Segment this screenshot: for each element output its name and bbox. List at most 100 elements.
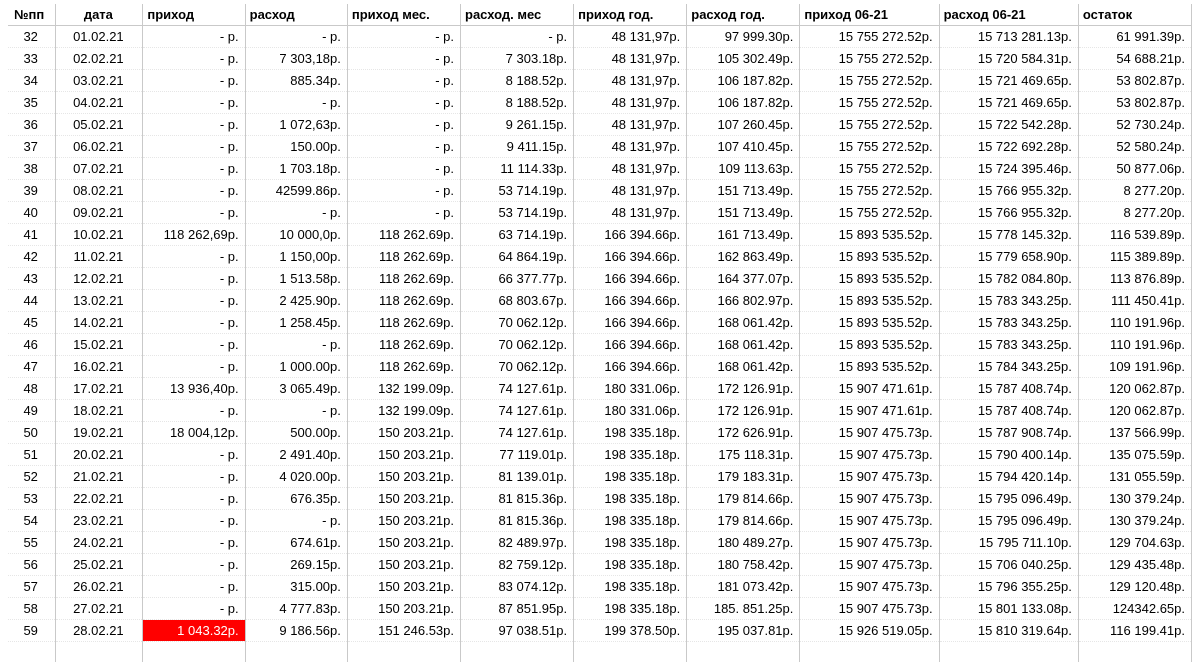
table-row: 4312.02.21- р.1 513.58р.118 262.69р.66 3…	[8, 268, 1192, 290]
cell-npp: 47	[8, 356, 56, 378]
table-row: 3706.02.21- р.150.00р.- р.9 411.15р.48 1…	[8, 136, 1192, 158]
cell-income_y: 166 394.66р.	[574, 312, 687, 334]
cell-income_0621: 15 755 272.52р.	[800, 70, 939, 92]
cell-date: 07.02.21	[56, 158, 143, 180]
cell-income_0621: 15 893 535.52р.	[800, 268, 939, 290]
col-header-income_0621: приход 06-21	[800, 4, 939, 26]
cell-npp: 41	[8, 224, 56, 246]
cell-balance: 116 199.41р.	[1078, 620, 1191, 642]
cell-income_m: 150 203.21р.	[347, 532, 460, 554]
cell-expense_0621: 15 713 281.13р.	[939, 26, 1078, 48]
cell-income_0621: 15 893 535.52р.	[800, 290, 939, 312]
cell-income_m: - р.	[347, 136, 460, 158]
table-row: 3403.02.21- р.885.34р.- р.8 188.52р.48 1…	[8, 70, 1192, 92]
col-header-npp: №пп	[8, 4, 56, 26]
cell-expense_0621: 15 706 040.25р.	[939, 554, 1078, 576]
cell-income: - р.	[143, 444, 245, 466]
cell-balance: 110 191.96р.	[1078, 312, 1191, 334]
table-row: 5524.02.21- р.674.61р.150 203.21р.82 489…	[8, 532, 1192, 554]
cell-expense_0621: 15 794 420.14р.	[939, 466, 1078, 488]
cell-income_y: 166 394.66р.	[574, 246, 687, 268]
cell-expense_0621: 15 720 584.31р.	[939, 48, 1078, 70]
cell-income: - р.	[143, 576, 245, 598]
table-row: 4615.02.21- р.- р.118 262.69р.70 062.12р…	[8, 334, 1192, 356]
cell-expense_m: 74 127.61р.	[461, 400, 574, 422]
cell-expense: - р.	[245, 334, 347, 356]
cell-income_0621: 15 893 535.52р.	[800, 356, 939, 378]
cell-balance: 120 062.87р.	[1078, 400, 1191, 422]
cell-income_y: 180 331.06р.	[574, 378, 687, 400]
cell-expense_y: 168 061.42р.	[687, 356, 800, 378]
cell-expense: 676.35р.	[245, 488, 347, 510]
cell-date: 27.02.21	[56, 598, 143, 620]
cell-expense_y: 106 187.82р.	[687, 92, 800, 114]
cell-expense: - р.	[245, 26, 347, 48]
col-header-balance: остаток	[1078, 4, 1191, 26]
table-row: 5827.02.21- р.4 777.83р.150 203.21р.87 8…	[8, 598, 1192, 620]
cell-income_0621: 15 907 475.73р.	[800, 532, 939, 554]
cell-expense: 9 186.56р.	[245, 620, 347, 642]
cell-date: 08.02.21	[56, 180, 143, 202]
cell-npp: 35	[8, 92, 56, 114]
cell-expense_0621: 15 810 319.64р.	[939, 620, 1078, 642]
cell-income_m: - р.	[347, 180, 460, 202]
cell-expense: 42599.86р.	[245, 180, 347, 202]
cell-income_0621: 15 755 272.52р.	[800, 26, 939, 48]
cell-npp: 34	[8, 70, 56, 92]
cell-income: 18 004,12р.	[143, 422, 245, 444]
cell-income_y: 48 131,97р.	[574, 92, 687, 114]
cell-income_0621: 15 755 272.52р.	[800, 92, 939, 114]
cell-expense_m: 66 377.77р.	[461, 268, 574, 290]
cell-income: - р.	[143, 48, 245, 70]
cell-expense_y: 107 410.45р.	[687, 136, 800, 158]
cell-expense_m: 82 489.97р.	[461, 532, 574, 554]
cell-expense_y: 151 713.49р.	[687, 180, 800, 202]
cell-expense_m: 8 188.52р.	[461, 92, 574, 114]
cell-date: 13.02.21	[56, 290, 143, 312]
table-row: 4918.02.21- р.- р.132 199.09р.74 127.61р…	[8, 400, 1192, 422]
cell-balance: 8 277.20р.	[1078, 180, 1191, 202]
cell-income: - р.	[143, 510, 245, 532]
cell-expense_0621: 15 778 145.32р.	[939, 224, 1078, 246]
cell-date: 20.02.21	[56, 444, 143, 466]
cell-income: - р.	[143, 532, 245, 554]
cell-balance: 115 389.89р.	[1078, 246, 1191, 268]
cell-income_y: 48 131,97р.	[574, 180, 687, 202]
cell-income: - р.	[143, 114, 245, 136]
cell-balance: 120 062.87р.	[1078, 378, 1191, 400]
cell-expense_m: 81 815.36р.	[461, 488, 574, 510]
cell-income: - р.	[143, 70, 245, 92]
cell-income: - р.	[143, 400, 245, 422]
cell-income_y: 198 335.18р.	[574, 576, 687, 598]
cell-expense_y: 181 073.42р.	[687, 576, 800, 598]
table-row: 3302.02.21- р.7 303,18р.- р.7 303.18р.48…	[8, 48, 1192, 70]
cell-income_m: 151 246.53р.	[347, 620, 460, 642]
cell-income_0621: 15 907 475.73р.	[800, 422, 939, 444]
table-row: 5423.02.21- р.- р.150 203.21р.81 815.36р…	[8, 510, 1192, 532]
col-header-expense_m: расход. мес	[461, 4, 574, 26]
cell-income_m: - р.	[347, 70, 460, 92]
cell-balance: 111 450.41р.	[1078, 290, 1191, 312]
cell-balance: 130 379.24р.	[1078, 488, 1191, 510]
cell-income: 118 262,69р.	[143, 224, 245, 246]
cell-income_y: 198 335.18р.	[574, 554, 687, 576]
cell-income_y: 198 335.18р.	[574, 510, 687, 532]
cell-date: 11.02.21	[56, 246, 143, 268]
cell-expense_y: 195 037.81р.	[687, 620, 800, 642]
cell-expense_0621: 15 783 343.25р.	[939, 290, 1078, 312]
cell-expense_m: 11 114.33р.	[461, 158, 574, 180]
cell-date: 23.02.21	[56, 510, 143, 532]
cell-date: 15.02.21	[56, 334, 143, 356]
cell-expense_y: 175 118.31р.	[687, 444, 800, 466]
cell-income_m: 150 203.21р.	[347, 466, 460, 488]
cell-npp: 49	[8, 400, 56, 422]
cell-income: - р.	[143, 598, 245, 620]
cell-expense_0621: 15 796 355.25р.	[939, 576, 1078, 598]
cell-income_0621: 15 907 471.61р.	[800, 400, 939, 422]
cell-expense: 315.00р.	[245, 576, 347, 598]
cell-income_0621: 15 755 272.52р.	[800, 158, 939, 180]
cell-expense_y: 105 302.49р.	[687, 48, 800, 70]
cell-income: - р.	[143, 246, 245, 268]
cell-expense_y: 164 377.07р.	[687, 268, 800, 290]
cell-income_0621: 15 926 519.05р.	[800, 620, 939, 642]
